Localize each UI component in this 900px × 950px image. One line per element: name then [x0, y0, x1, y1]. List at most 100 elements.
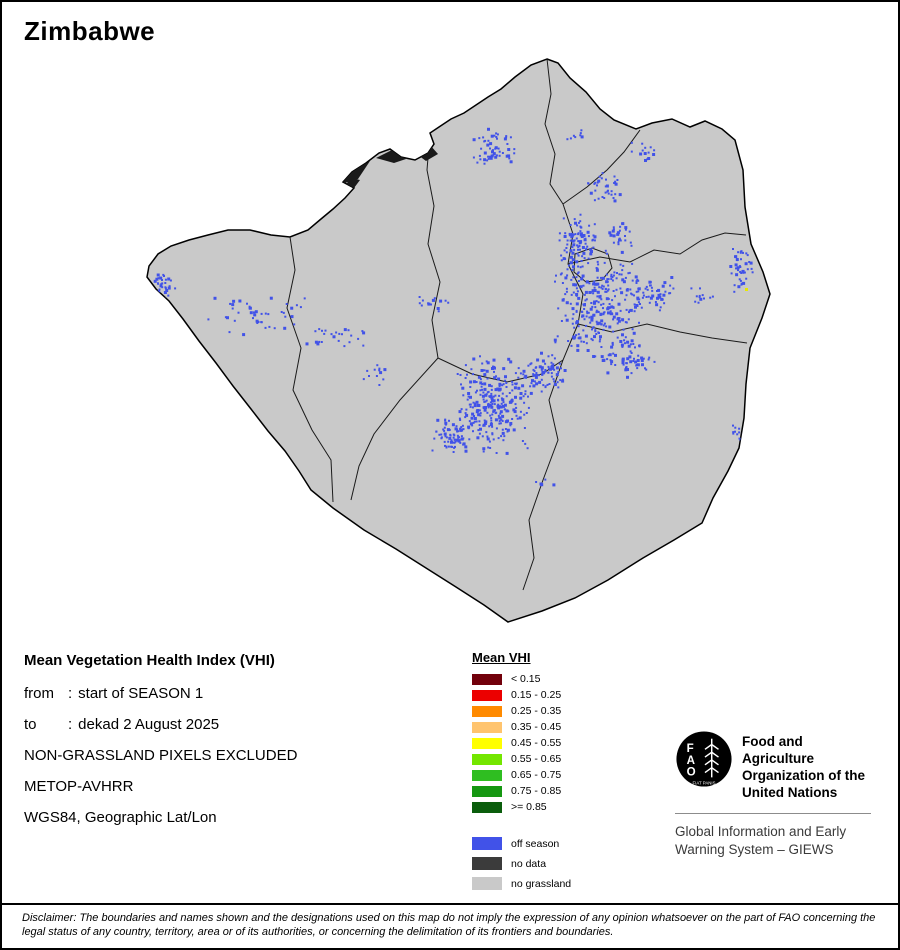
off-season-pixel [466, 373, 468, 376]
off-season-pixel [159, 294, 162, 297]
off-season-pixel [579, 234, 582, 237]
off-season-pixel [615, 277, 618, 280]
off-season-pixel [740, 282, 743, 285]
off-season-pixel [481, 394, 485, 398]
off-season-pixel [589, 252, 593, 256]
off-season-pixel [738, 427, 741, 430]
info-line-from: from: start of SEASON 1 [24, 685, 297, 703]
off-season-pixel [621, 361, 625, 365]
off-season-pixel [601, 359, 605, 362]
off-season-pixel [461, 386, 465, 390]
off-season-pixel [618, 238, 621, 242]
off-season-pixel [164, 286, 167, 289]
off-season-pixel [573, 218, 576, 221]
off-season-pixel [609, 312, 613, 316]
off-season-pixel [631, 328, 634, 331]
off-season-pixel [529, 391, 533, 395]
off-season-pixel [267, 313, 270, 316]
off-season-pixel [647, 157, 651, 160]
off-season-pixel [532, 373, 535, 376]
off-season-pixel [597, 179, 601, 183]
off-season-pixel [280, 311, 283, 313]
off-season-pixel [596, 184, 598, 187]
off-season-pixel [418, 302, 421, 305]
off-season-pixel [557, 386, 560, 389]
off-season-pixel [282, 311, 285, 314]
off-season-pixel [497, 406, 501, 410]
off-season-pixel [491, 399, 494, 403]
off-season-pixel [330, 333, 333, 336]
off-season-pixel [486, 435, 489, 438]
off-season-pixel [477, 409, 480, 412]
off-season-pixel [517, 367, 520, 370]
off-season-pixel [500, 418, 503, 421]
off-season-pixel [596, 291, 599, 294]
off-season-pixel [592, 246, 595, 249]
off-season-pixel [473, 404, 477, 408]
off-season-pixel [509, 136, 512, 139]
off-season-pixel [575, 321, 579, 325]
off-season-pixel [655, 303, 659, 307]
off-season-pixel [498, 385, 501, 388]
off-season-pixel [248, 306, 252, 310]
off-season-pixel [561, 282, 564, 284]
off-season-pixel [442, 428, 445, 431]
province-boundary [562, 203, 584, 325]
off-season-pixel [523, 413, 526, 416]
province-boundary [437, 357, 564, 383]
off-season-pixel [607, 192, 610, 195]
off-season-pixel [509, 424, 512, 427]
off-season-pixel [483, 408, 487, 412]
off-season-pixel [596, 290, 600, 294]
off-season-pixel [478, 154, 481, 157]
off-season-pixel [458, 436, 460, 439]
off-season-pixel [495, 154, 498, 157]
off-season-pixel [732, 248, 734, 250]
off-season-pixel [468, 438, 471, 441]
off-season-pixel [574, 233, 577, 236]
off-season-pixel [591, 328, 593, 331]
off-season-pixel [621, 358, 625, 362]
off-season-pixel [435, 430, 438, 433]
off-season-pixel [469, 380, 473, 384]
info-heading: Mean Vegetation Health Index (VHI) [24, 652, 275, 669]
off-season-pixel [610, 363, 613, 366]
vhi-pixel [744, 428, 747, 431]
off-season-pixel [483, 422, 487, 425]
off-season-pixel [501, 398, 505, 402]
off-season-pixel [444, 299, 447, 302]
vhi-pixel [746, 433, 749, 436]
off-season-pixel [602, 285, 605, 288]
off-season-pixel [619, 340, 623, 343]
off-season-pixel [560, 259, 563, 262]
off-season-pixel [519, 396, 523, 400]
off-season-pixel [584, 237, 587, 240]
off-season-pixel [734, 255, 736, 258]
off-season-pixel [588, 291, 592, 294]
off-season-pixel [579, 285, 582, 288]
off-season-pixel [502, 404, 505, 408]
off-season-pixel [626, 368, 629, 371]
off-season-pixel [633, 357, 635, 360]
province-boundary [562, 129, 641, 205]
off-season-pixel [639, 303, 641, 305]
off-season-pixel [456, 428, 459, 431]
off-season-pixel [619, 263, 622, 266]
off-season-pixel [484, 139, 487, 142]
off-season-pixel [169, 279, 172, 282]
off-season-pixel [556, 381, 559, 384]
off-season-pixel [451, 423, 455, 427]
off-season-pixel [736, 433, 739, 436]
off-season-pixel [566, 239, 569, 242]
off-season-pixel [605, 297, 609, 301]
off-season-pixel [337, 339, 340, 342]
fao-logo-motto: FIAT PANIS [693, 781, 716, 786]
off-season-pixel [163, 275, 165, 277]
off-season-pixel [484, 393, 488, 397]
off-season-pixel [260, 321, 263, 324]
off-season-pixel [482, 391, 485, 394]
off-season-pixel [649, 281, 652, 284]
off-season-pixel [584, 242, 587, 245]
off-season-pixel [443, 432, 447, 436]
off-season-pixel [163, 297, 166, 300]
